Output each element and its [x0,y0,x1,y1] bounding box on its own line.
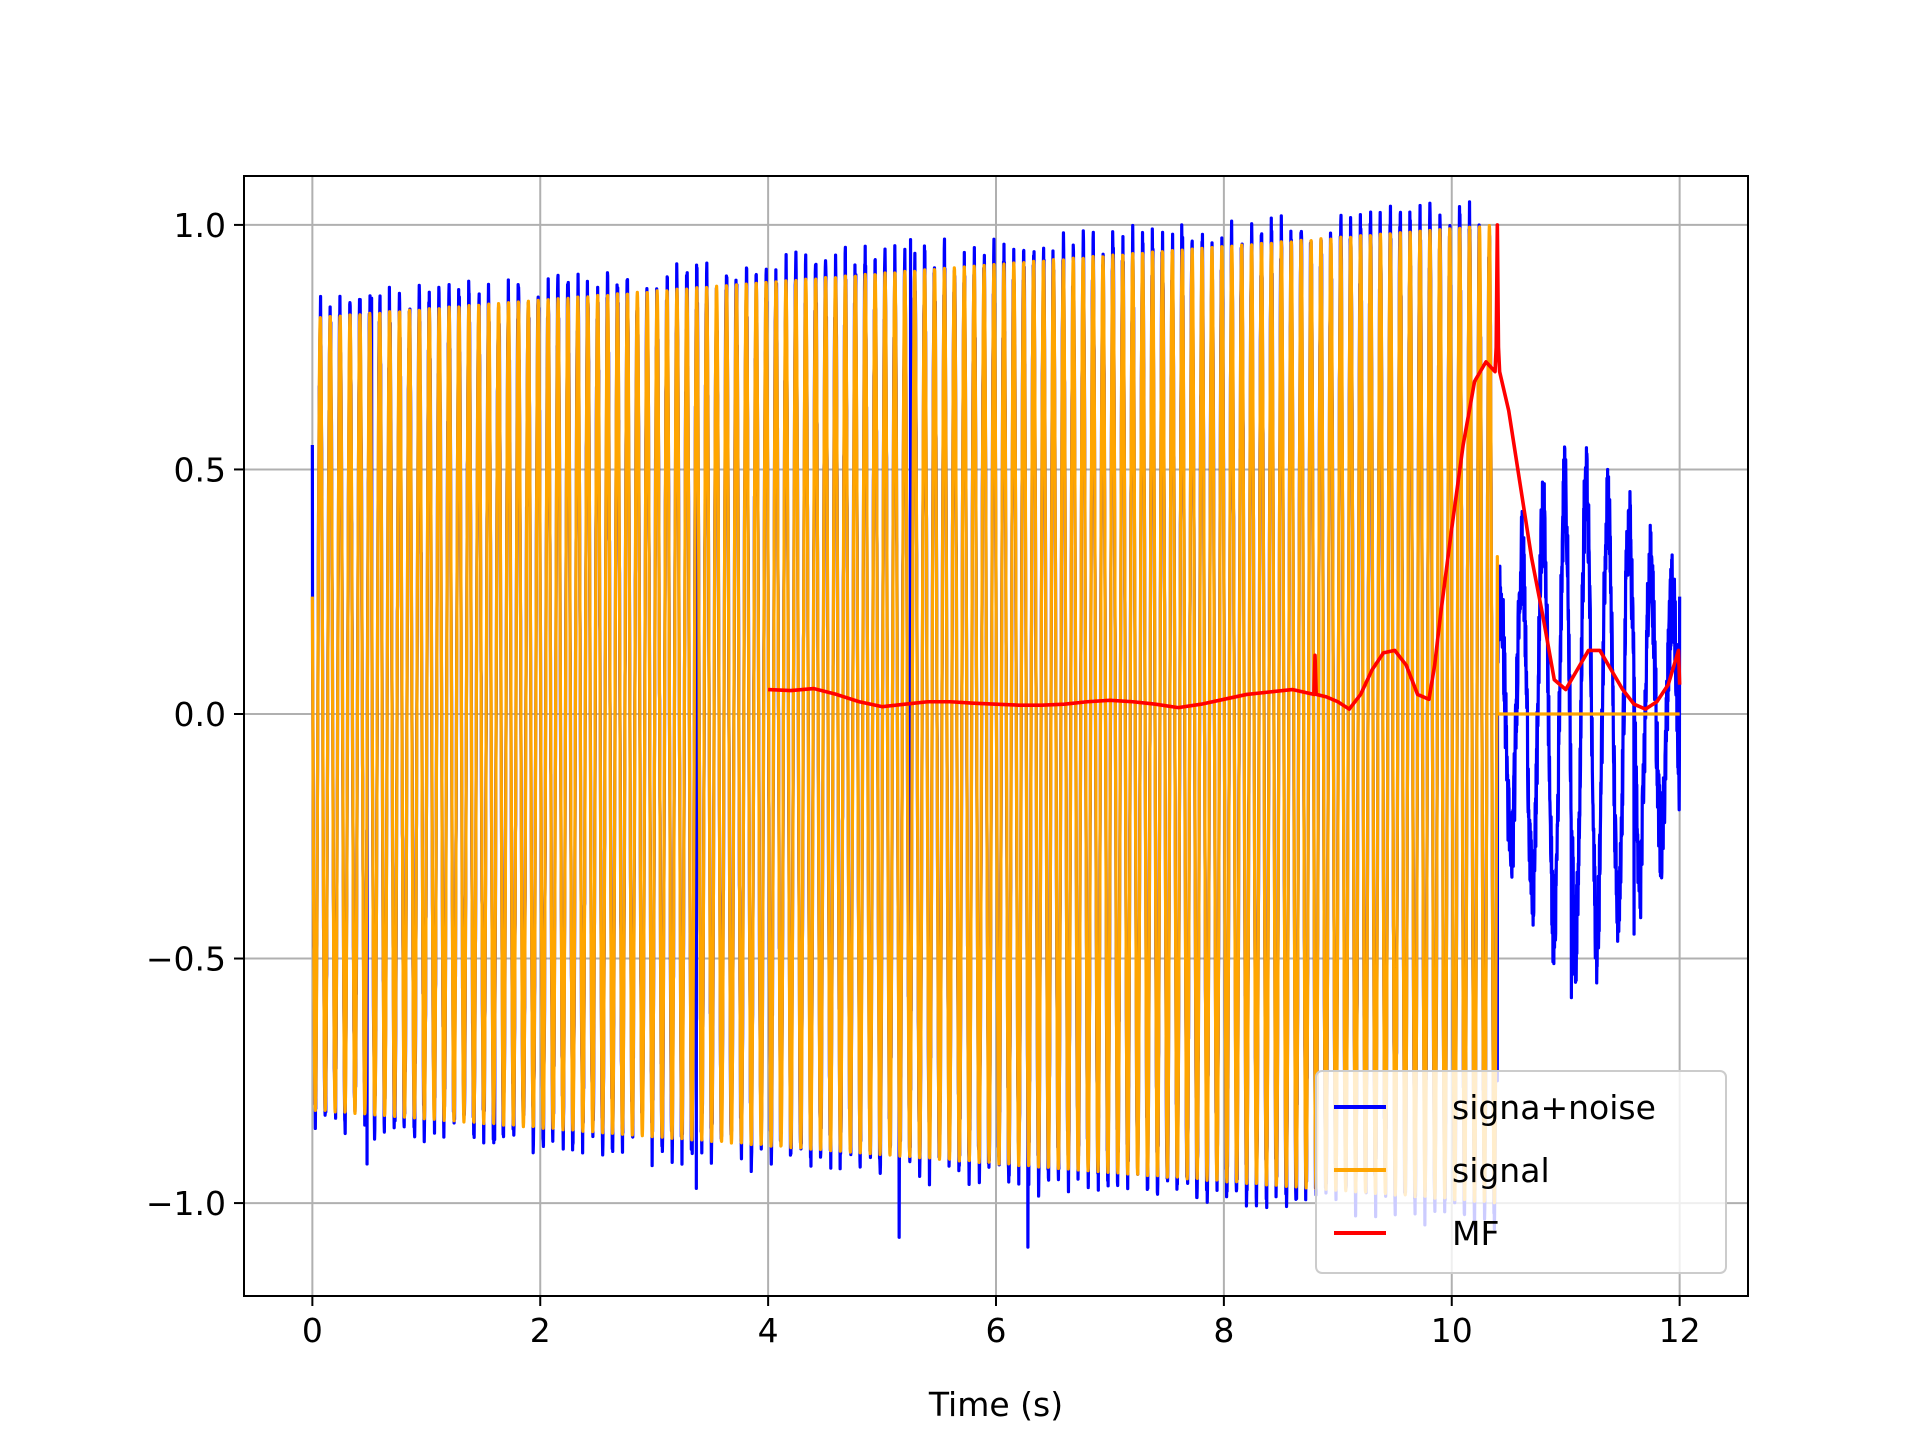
y-tick-label: 1.0 [174,206,226,245]
legend-label-signal: signal [1452,1151,1550,1190]
legend-box [1315,1070,1727,1274]
x-tick-label: 10 [1431,1311,1473,1350]
series-line-signal [310,224,1682,1205]
legend-label-mf: MF [1452,1214,1499,1253]
legend-label-signa-noise: signa+noise [1452,1088,1656,1127]
x-tick-label: 8 [1213,1311,1234,1350]
y-tick-label: −1.0 [146,1184,226,1223]
x-tick-label: 2 [530,1311,551,1350]
ticks: 0 2 4 6 8 10 12 −1.0 −0.5 0.0 0.5 1.0 [146,206,1701,1350]
x-tick-label: 0 [302,1311,323,1350]
x-axis-label: Time (s) [928,1385,1063,1424]
y-tick-label: 0.0 [174,695,226,734]
series-line-mf [768,223,1682,711]
x-tick-label: 6 [986,1311,1007,1350]
y-tick-label: −0.5 [146,940,226,979]
y-tick-label: 0.5 [174,450,226,489]
legend: signa+noise signal MF [1315,1070,1727,1274]
series-layer [310,200,1682,1249]
x-tick-label: 4 [758,1311,779,1350]
x-tick-label: 12 [1659,1311,1701,1350]
